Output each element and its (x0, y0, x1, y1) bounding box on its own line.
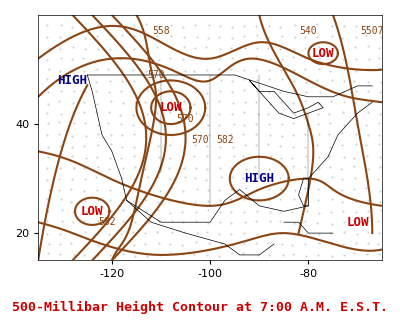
Text: 500-Millibar Height Contour at 7:00 A.M. E.S.T.: 500-Millibar Height Contour at 7:00 A.M.… (12, 300, 388, 314)
Text: HIGH: HIGH (244, 172, 274, 185)
Text: 570: 570 (192, 135, 209, 145)
Text: 582: 582 (216, 135, 234, 145)
Text: 570: 570 (147, 70, 165, 80)
Text: LOW: LOW (160, 101, 182, 114)
Text: LOW: LOW (312, 47, 334, 60)
Text: 570: 570 (177, 114, 194, 124)
Text: HIGH: HIGH (58, 74, 88, 87)
Text: 582: 582 (98, 217, 116, 227)
Text: 540: 540 (300, 26, 317, 36)
Text: 558: 558 (152, 26, 170, 36)
Text: LOW: LOW (346, 216, 369, 229)
Text: 5507: 5507 (360, 26, 384, 36)
Text: LOW: LOW (81, 205, 104, 218)
